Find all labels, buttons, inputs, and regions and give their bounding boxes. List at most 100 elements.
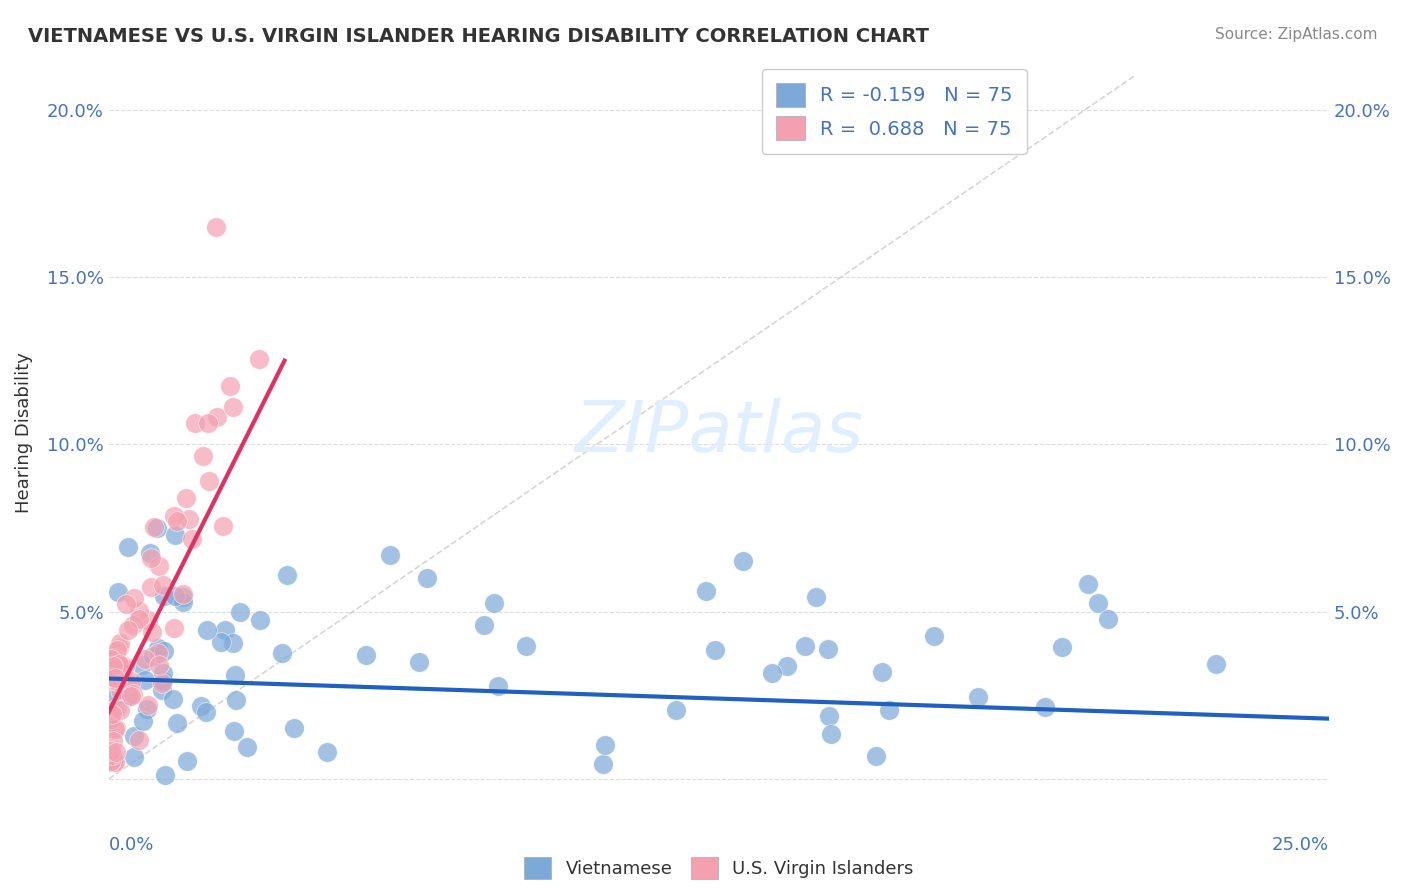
Point — [865, 748, 887, 763]
Point — [316, 745, 339, 759]
Point — [211, 635, 233, 649]
Point — [139, 545, 162, 559]
Point — [101, 706, 124, 721]
Point — [148, 558, 170, 573]
Point — [166, 514, 188, 528]
Point — [163, 621, 186, 635]
Point — [101, 747, 124, 762]
Point — [247, 351, 270, 366]
Point — [103, 755, 125, 769]
Point — [120, 673, 142, 688]
Point — [108, 636, 131, 650]
Point — [207, 409, 229, 424]
Point — [380, 548, 402, 562]
Point — [804, 591, 827, 605]
Point — [162, 691, 184, 706]
Point — [105, 721, 128, 735]
Point — [108, 683, 131, 698]
Point — [128, 604, 150, 618]
Point — [142, 648, 165, 663]
Point — [105, 674, 128, 689]
Point — [172, 590, 194, 604]
Point — [148, 657, 170, 672]
Point — [108, 702, 131, 716]
Point — [141, 625, 163, 640]
Point — [212, 518, 235, 533]
Point — [152, 643, 174, 657]
Point — [146, 647, 169, 661]
Point — [354, 648, 377, 662]
Point — [148, 641, 170, 656]
Point — [179, 512, 201, 526]
Point — [104, 671, 127, 685]
Point — [105, 642, 128, 657]
Point — [104, 722, 127, 736]
Point — [222, 724, 245, 739]
Point — [131, 658, 153, 673]
Point — [1033, 699, 1056, 714]
Point — [193, 450, 215, 464]
Point — [695, 583, 717, 598]
Point — [139, 580, 162, 594]
Point — [104, 755, 127, 769]
Point — [146, 521, 169, 535]
Point — [1050, 640, 1073, 654]
Point — [228, 605, 250, 619]
Point — [152, 578, 174, 592]
Y-axis label: Hearing Disability: Hearing Disability — [15, 352, 32, 513]
Point — [100, 712, 122, 726]
Point — [117, 623, 139, 637]
Point — [219, 379, 242, 393]
Point — [1077, 576, 1099, 591]
Point — [195, 623, 218, 637]
Point — [731, 554, 754, 568]
Point — [107, 701, 129, 715]
Point — [870, 665, 893, 680]
Point — [108, 640, 131, 655]
Point — [222, 636, 245, 650]
Point — [415, 572, 437, 586]
Point — [134, 673, 156, 687]
Point — [150, 676, 173, 690]
Point — [166, 716, 188, 731]
Text: Source: ZipAtlas.com: Source: ZipAtlas.com — [1215, 27, 1378, 42]
Point — [153, 768, 176, 782]
Point — [100, 670, 122, 684]
Text: 0.0%: 0.0% — [108, 836, 155, 855]
Point — [877, 703, 900, 717]
Point — [1087, 596, 1109, 610]
Point — [100, 744, 122, 758]
Point — [236, 739, 259, 754]
Point — [100, 667, 122, 681]
Point — [472, 618, 495, 632]
Point — [924, 629, 946, 643]
Point — [162, 508, 184, 523]
Point — [100, 673, 122, 687]
Point — [484, 596, 506, 610]
Point — [214, 623, 236, 637]
Point — [107, 585, 129, 599]
Point — [515, 639, 537, 653]
Text: VIETNAMESE VS U.S. VIRGIN ISLANDER HEARING DISABILITY CORRELATION CHART: VIETNAMESE VS U.S. VIRGIN ISLANDER HEARI… — [28, 27, 929, 45]
Point — [112, 658, 135, 673]
Point — [224, 668, 246, 682]
Point — [163, 528, 186, 542]
Point — [105, 745, 128, 759]
Point — [172, 587, 194, 601]
Point — [108, 657, 131, 671]
Point — [197, 416, 219, 430]
Point — [817, 642, 839, 657]
Point — [122, 687, 145, 701]
Point — [184, 416, 207, 430]
Point — [128, 733, 150, 747]
Point — [103, 651, 125, 665]
Text: ZIPatlas: ZIPatlas — [575, 398, 863, 467]
Point — [205, 219, 228, 234]
Point — [134, 652, 156, 666]
Point — [190, 699, 212, 714]
Point — [153, 589, 176, 603]
Point — [120, 689, 142, 703]
Point — [165, 589, 187, 603]
Point — [100, 652, 122, 666]
Point — [486, 679, 509, 693]
